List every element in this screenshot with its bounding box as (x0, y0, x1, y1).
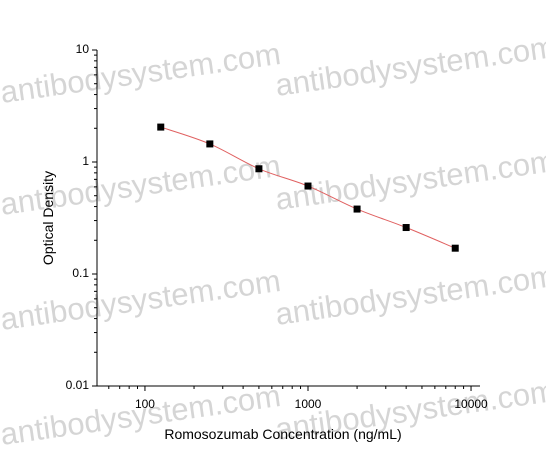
data-point (206, 140, 214, 148)
y-tick-label: 0.1 (72, 266, 89, 280)
x-tick-label: 100 (135, 397, 155, 411)
data-point (402, 224, 410, 232)
watermark: antibodysystem.com (273, 143, 546, 217)
watermark: antibodysystem.com (0, 263, 283, 337)
data-point (255, 165, 263, 173)
y-tick-label: 1 (82, 154, 89, 168)
data-point (304, 182, 312, 190)
x-axis-label: Romosozumab Concentration (ng/mL) (164, 426, 401, 442)
y-tick-label: 10 (76, 42, 90, 56)
watermark: antibodysystem.com (273, 29, 546, 103)
data-point (353, 205, 361, 213)
x-tick-label: 1000 (295, 397, 322, 411)
watermark: antibodysystem.com (0, 36, 283, 110)
data-point (451, 244, 459, 252)
y-tick-label: 0.01 (66, 378, 90, 392)
x-tick-label: 10000 (454, 397, 488, 411)
data-point (157, 123, 165, 131)
y-axis-label: Optical Density (40, 171, 56, 265)
watermark: antibodysystem.com (273, 258, 546, 332)
